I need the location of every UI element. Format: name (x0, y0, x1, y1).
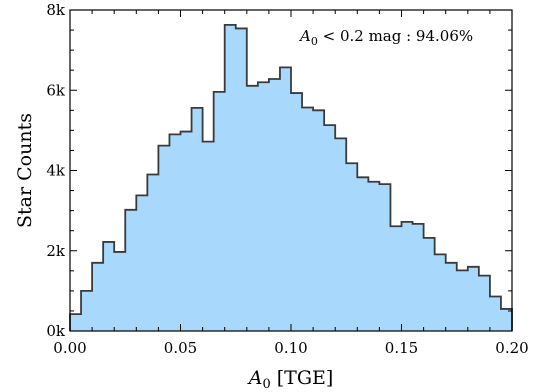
histogram-bar (467, 266, 480, 331)
histogram-bar (346, 163, 358, 331)
histogram-bar (224, 24, 237, 331)
x-axis-title-sub: 0 (262, 377, 270, 392)
histogram-bar (125, 209, 137, 331)
histogram-bar (147, 174, 159, 331)
histogram-bar (412, 223, 425, 331)
histogram-outline (69, 23, 513, 331)
histogram-bar (390, 226, 402, 331)
histogram-bar (379, 184, 391, 331)
annotation-sub: 0 (311, 35, 318, 48)
histogram-bar (103, 241, 115, 331)
x-tick-label: 0.10 (274, 339, 307, 357)
x-axis-title-unit: [TGE] (277, 367, 334, 389)
histogram-bar (70, 314, 82, 331)
x-tick-labels: 0.00 0.05 0.10 0.15 0.20 (53, 339, 528, 357)
histogram-bar (313, 110, 325, 331)
x-tick-label: 0.00 (53, 339, 86, 357)
histogram-bar (335, 138, 347, 331)
histogram-bar (235, 28, 248, 332)
histogram-bar (478, 275, 491, 331)
y-axis-title: Star Counts (14, 113, 36, 228)
histogram-bars (70, 24, 513, 332)
histogram-bar (81, 290, 93, 331)
y-tick-label: 8k (46, 1, 66, 19)
histogram-bar (357, 177, 369, 331)
histogram-bar (114, 251, 126, 331)
histogram-bar (202, 141, 215, 331)
axis-ticks (69, 9, 513, 332)
histogram-bar (257, 82, 270, 331)
y-tick-label: 0k (46, 322, 66, 340)
annotation-var: A (298, 27, 311, 45)
x-axis-title-var: A (247, 367, 263, 389)
x-tick-label: 0.05 (164, 339, 197, 357)
histogram-bar (169, 134, 181, 331)
histogram-bar (445, 262, 458, 331)
annotation-text: < 0.2 mag : 94.06% (318, 27, 473, 45)
histogram-bar (291, 93, 303, 331)
y-tick-label: 2k (46, 242, 66, 260)
histogram-bar (489, 296, 502, 331)
histogram-bar (158, 145, 170, 331)
histogram-bar (423, 237, 436, 331)
histogram-bar (279, 67, 292, 331)
histogram-bar (434, 254, 447, 331)
y-tick-labels: 0k 2k 4k 6k 8k (46, 1, 66, 340)
histogram-bar (191, 107, 204, 331)
y-tick-label: 4k (46, 162, 66, 180)
x-axis-title: A0 [TGE] (247, 367, 334, 392)
histogram-bar (500, 308, 513, 331)
histogram-bar (213, 91, 226, 331)
histogram-bar (324, 125, 336, 331)
histogram-bar (92, 262, 104, 331)
percentage-annotation: A0 < 0.2 mag : 94.06% (298, 27, 473, 48)
histogram-bar (180, 131, 193, 331)
histogram-bar (302, 107, 314, 331)
histogram-bar (401, 221, 414, 331)
histogram-bar (246, 85, 259, 332)
y-tick-label: 6k (46, 81, 66, 99)
x-tick-label: 0.15 (385, 339, 418, 357)
histogram-bar (368, 181, 380, 331)
histogram-bar (456, 270, 469, 331)
x-tick-label: 0.20 (495, 339, 528, 357)
histogram-bar (268, 79, 281, 331)
histogram-bar (136, 195, 148, 331)
